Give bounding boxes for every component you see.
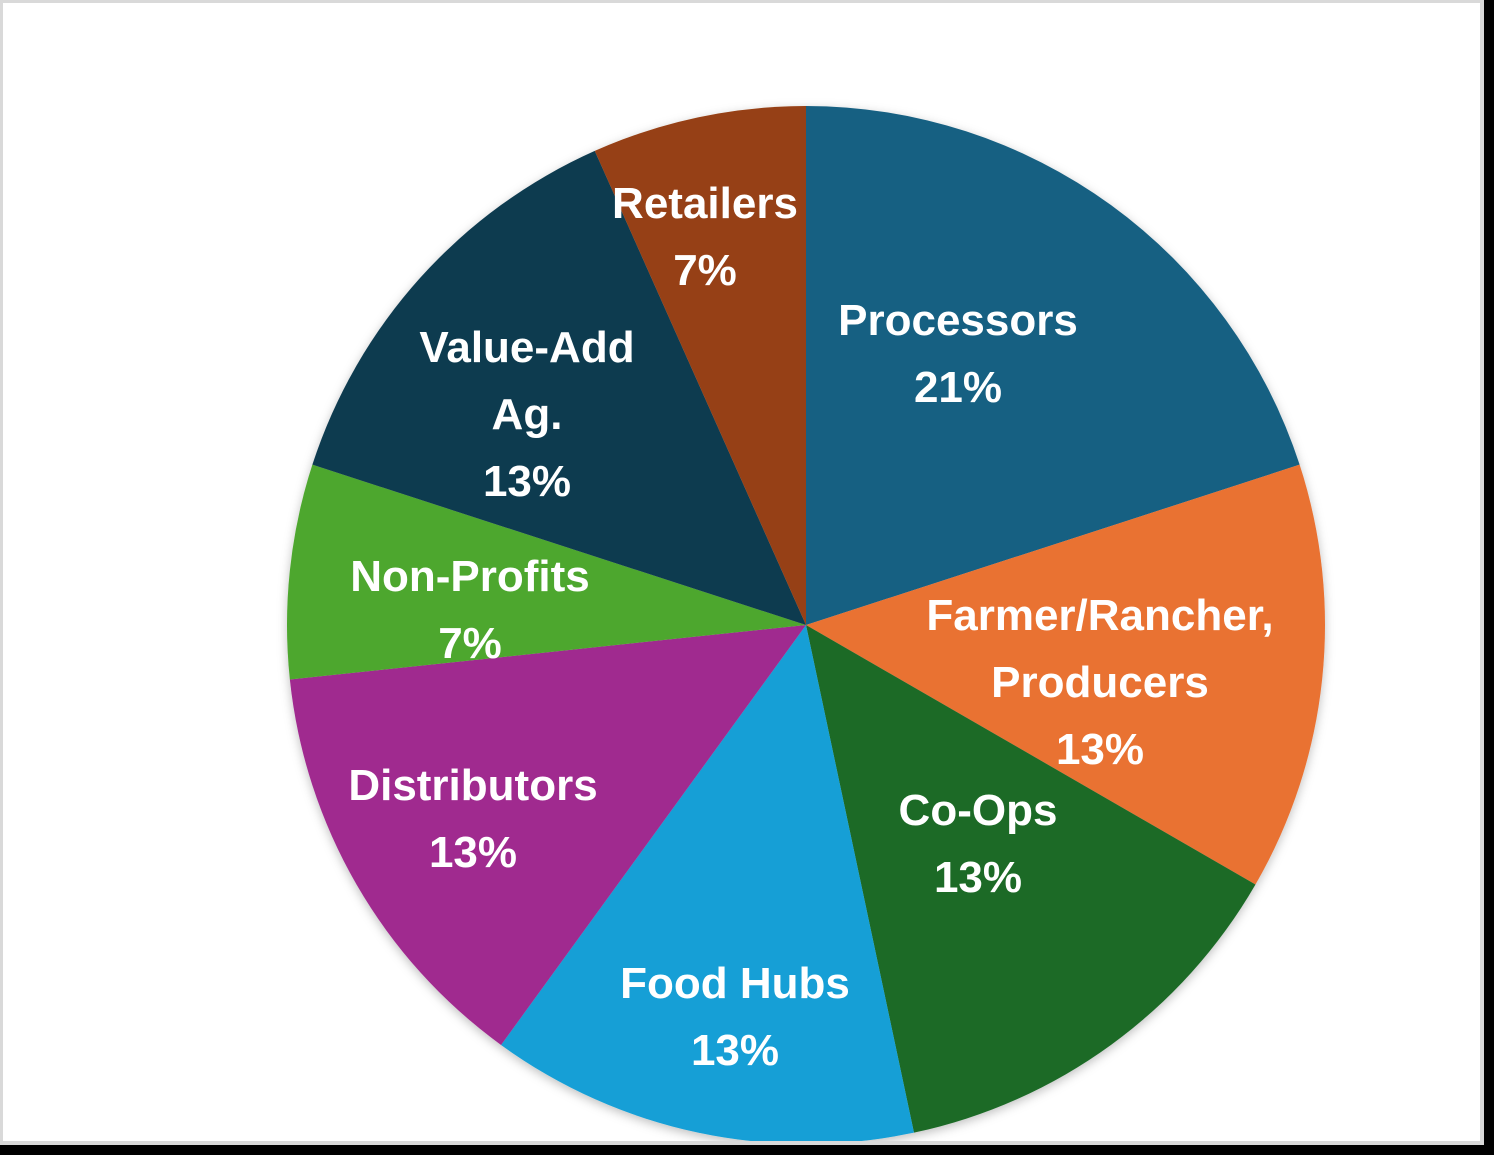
data-label: Farmer/Rancher, Producers 13% — [926, 591, 1273, 774]
data-label: Co-Ops 13% — [899, 786, 1058, 902]
data-label: Retailers 7% — [612, 179, 798, 295]
pie-labels: Processors 21% Farmer/Rancher, Producers 13%… — [348, 179, 1273, 1075]
chart-area: Processors 21% Farmer/Rancher, Producers 13%… — [3, 3, 1480, 1141]
pie-slice-retailers[interactable] — [594, 106, 806, 625]
pie-slice-non-profits[interactable] — [286, 464, 806, 680]
pie-slice-processors[interactable] — [806, 106, 1300, 625]
pie-slice-distributors[interactable] — [289, 625, 806, 1045]
data-label: Distributors 13% — [348, 761, 597, 877]
pie-slice-farmer-rancher-producers[interactable] — [806, 464, 1326, 885]
data-label: Food Hubs 13% — [620, 959, 850, 1075]
pie-slices — [286, 106, 1326, 1141]
data-label: Value-Add Ag. 13% — [419, 323, 634, 506]
pie-slice-value-add-ag[interactable] — [312, 150, 806, 626]
pie-chart: Processors 21% Farmer/Rancher, Producers 13%… — [286, 106, 1326, 1141]
pie-slice-food-hubs[interactable] — [501, 625, 914, 1141]
data-label: Processors 21% — [838, 296, 1078, 412]
data-label: Non-Profits 7% — [350, 552, 590, 668]
pie-slice-co-ops[interactable] — [806, 625, 1256, 1133]
